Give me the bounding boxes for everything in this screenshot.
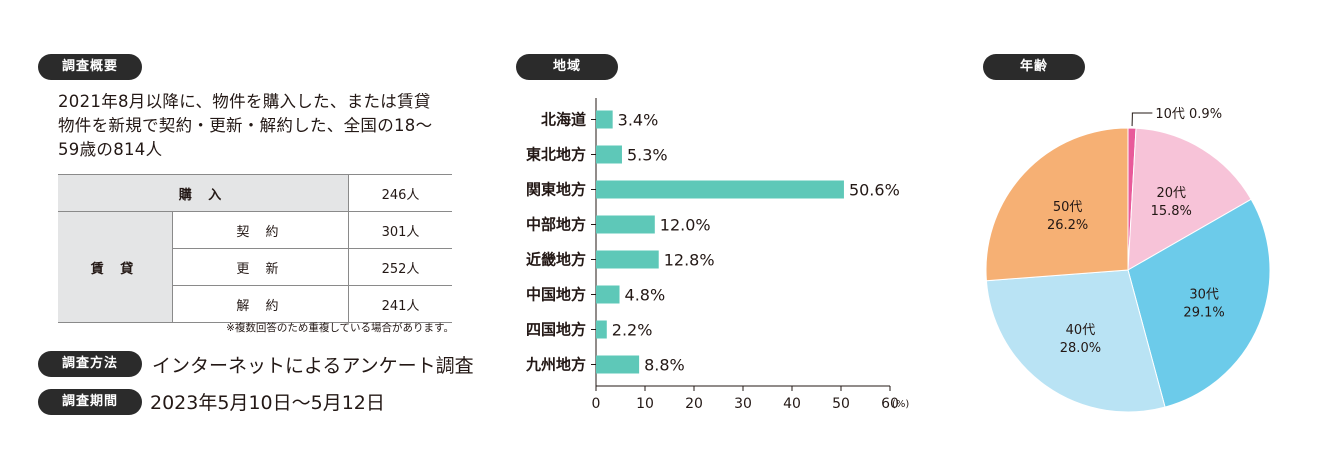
bar <box>596 320 607 339</box>
slice-value-label: 28.0% <box>1060 341 1101 356</box>
bar <box>596 110 613 129</box>
x-unit-label: (%) <box>892 399 909 410</box>
table-row: 購 入 246人 <box>58 174 452 212</box>
contract-label: 契 約 <box>172 211 349 249</box>
pie-slice <box>1127 198 1271 408</box>
cancellation-count: 241人 <box>348 285 452 323</box>
slice-value-label: 29.1% <box>1183 306 1224 321</box>
slice-label: 10代 0.9% <box>1155 107 1222 122</box>
table-row: 更 新 252人 <box>58 248 452 286</box>
category-label: 近畿地方 <box>526 251 586 269</box>
cancellation-label: 解 約 <box>172 285 349 323</box>
bar <box>596 250 659 269</box>
pie-slice <box>1127 127 1252 271</box>
category-label: 九州地方 <box>525 356 586 374</box>
category-label: 中部地方 <box>526 216 586 234</box>
rental-label: 賃 貸 <box>58 211 173 323</box>
survey-description: 2021年8月以降に、物件を購入した、または賃貸 物件を新規で契約・更新・解約し… <box>58 90 478 162</box>
x-tick-label: 0 <box>592 396 601 412</box>
category-label: 四国地方 <box>526 321 586 339</box>
method-text: インターネットによるアンケート調査 <box>152 355 474 377</box>
bar-value-label: 3.4% <box>618 111 659 130</box>
bar <box>596 145 622 164</box>
region-badge: 地域 <box>516 54 618 80</box>
method-badge: 調査方法 <box>38 351 142 377</box>
bar-value-label: 12.8% <box>664 251 715 270</box>
category-label: 関東地方 <box>526 181 586 199</box>
description-line: 59歳の814人 <box>58 140 163 159</box>
pie-slice <box>985 269 1166 413</box>
bar-value-label: 50.6% <box>849 181 900 200</box>
category-label: 中国地方 <box>526 286 586 304</box>
x-tick-label: 30 <box>734 396 752 412</box>
respondent-table: 購 入 246人 賃 貸 契 約 301人 更 新 252人 解 約 241人 <box>58 174 452 323</box>
slice-label: 30代 <box>1189 288 1219 303</box>
slice-value-label: 15.8% <box>1151 204 1192 219</box>
table-row: 賃 貸 契 約 301人 <box>58 211 452 323</box>
x-tick-label: 10 <box>636 396 654 412</box>
description-line: 物件を新規で契約・更新・解約した、全国の18〜 <box>58 116 433 135</box>
period-badge: 調査期間 <box>38 389 142 415</box>
purchase-count: 246人 <box>348 174 452 212</box>
bar <box>596 180 844 199</box>
description-line: 2021年8月以降に、物件を購入した、または賃貸 <box>58 92 431 111</box>
bar <box>596 285 620 304</box>
purchase-label: 購 入 <box>58 174 349 212</box>
bar <box>596 215 655 234</box>
renewal-label: 更 新 <box>172 248 349 286</box>
slice-label: 50代 <box>1053 200 1083 215</box>
slice-label: 20代 <box>1156 186 1186 201</box>
contract-count: 301人 <box>348 211 452 249</box>
duplicate-note: ※複数回答のため重複している場合があります。 <box>226 322 454 334</box>
pie-slice <box>985 127 1129 282</box>
x-tick-label: 20 <box>685 396 703 412</box>
slice-label: 40代 <box>1066 323 1096 338</box>
survey-overview-badge: 調査概要 <box>38 54 142 80</box>
x-tick-label: 50 <box>832 396 850 412</box>
bar <box>596 355 640 374</box>
leader-line <box>1131 112 1153 127</box>
bar-value-label: 5.3% <box>627 146 668 165</box>
bar-value-label: 8.8% <box>644 356 685 375</box>
category-label: 東北地方 <box>526 146 586 164</box>
x-tick-label: 60 <box>881 396 899 412</box>
age-badge: 年齢 <box>983 54 1085 80</box>
bar-value-label: 4.8% <box>625 286 666 305</box>
x-tick-label: 40 <box>783 396 801 412</box>
table-row: 解 約 241人 <box>58 285 452 323</box>
category-label: 北海道 <box>541 111 586 129</box>
period-text: 2023年5月10日〜5月12日 <box>150 392 385 414</box>
slice-value-label: 26.2% <box>1047 218 1088 233</box>
region-bar-chart: 北海道 3.4% 東北地方 5.3% 関東地方 50.6% 中部地方 12.0% 近畿地方 12.… <box>525 98 909 412</box>
bar-value-label: 12.0% <box>660 216 711 235</box>
age-pie-chart: 10代 0.9% 20代 15.8% 30代 29.1% 40代 28.0% 50代 26.2% <box>985 107 1271 413</box>
renewal-count: 252人 <box>348 248 452 286</box>
bar-value-label: 2.2% <box>612 321 653 340</box>
